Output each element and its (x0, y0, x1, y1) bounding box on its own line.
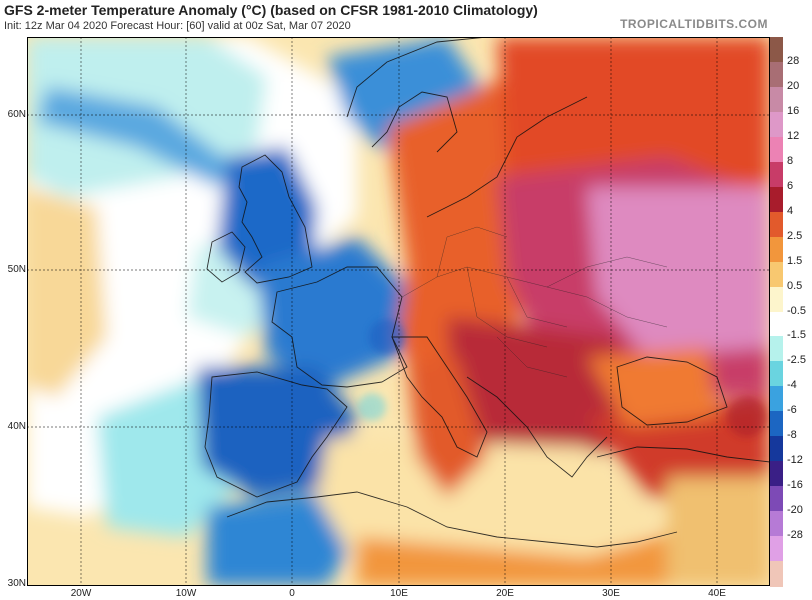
colorbar-label: 8 (787, 154, 794, 167)
colorbar-label: 12 (787, 129, 800, 142)
colorbar-label: -20 (787, 504, 803, 517)
colorbar-cell (770, 111, 783, 138)
colorbar-cell (770, 561, 783, 587)
coastline-balkans (466, 376, 608, 478)
colorbar-label: 0.5 (787, 279, 803, 292)
colorbar-cell (770, 186, 783, 213)
colorbar-cell (770, 86, 783, 113)
watermark: TROPICALTIDBITS.COM (620, 17, 768, 31)
atlantic-blue-streak (37, 87, 237, 187)
colorbar-label: -8 (787, 429, 797, 442)
coastline-black-sea (616, 356, 728, 426)
coastline-turkey (596, 446, 770, 463)
coastline-italy (391, 336, 488, 458)
colorbar-label: 28 (787, 54, 800, 67)
colorbar-cell (770, 336, 783, 362)
colorbar-cell (770, 261, 783, 288)
colorbar-label: -2.5 (787, 354, 806, 367)
lon-label-0: 0 (289, 588, 295, 599)
coastline-uk (238, 154, 313, 284)
lon-label-20w: 20W (70, 588, 92, 599)
colorbar-cell (770, 211, 783, 238)
coastline-scandinavia (346, 37, 488, 153)
colorbar-cell (770, 386, 783, 412)
lon-label-10e: 10E (390, 588, 408, 599)
chart-title: GFS 2-meter Temperature Anomaly (°C) (ba… (4, 2, 538, 18)
north-russia-warm (497, 37, 770, 197)
colorbar-label: -12 (787, 454, 803, 467)
middle-east-warm (667, 477, 770, 586)
iberia-cold (197, 367, 357, 497)
colorbar-label: 4 (787, 204, 794, 217)
coastline-north-africa (226, 491, 678, 548)
black-sea-warm (587, 347, 717, 427)
header: GFS 2-meter Temperature Anomaly (°C) (ba… (0, 0, 812, 36)
colorbar-label: -1.5 (787, 329, 806, 342)
colorbar-label: 16 (787, 104, 800, 117)
lat-label-50n: 50N (7, 264, 26, 275)
forecast-info: Init: 12z Mar 04 2020 Forecast Hour: [60… (4, 20, 351, 32)
lon-label-30e: 30E (602, 588, 620, 599)
colorbar-label: -0.5 (787, 304, 806, 317)
colorbar-label: 2.5 (787, 229, 803, 242)
africa-cold (207, 492, 357, 586)
colorbar-cell (770, 161, 783, 188)
colorbar-cell (770, 286, 783, 313)
lat-label-30n: 30N (7, 578, 26, 589)
colorbar-cell (770, 436, 783, 462)
coastline-iberia (204, 371, 348, 498)
coastline-baltic (426, 96, 588, 218)
lat-label-40n: 40N (7, 421, 26, 432)
ukraine-pink (587, 187, 770, 357)
colorbar-label: -4 (787, 379, 797, 392)
colorbar-label: 20 (787, 79, 800, 92)
sardinia-cold (358, 393, 386, 421)
colorbar: 28 20 16 12 8 6 4 2.5 1.5 0.5 -0.5 -1.5 -2.5 -4 -6 -8 -1… (770, 37, 812, 587)
map-frame (27, 37, 770, 586)
lon-label-40e: 40E (708, 588, 726, 599)
colorbar-cell (770, 311, 783, 338)
colorbar-cell (770, 361, 783, 387)
lat-label-60n: 60N (7, 109, 26, 120)
anomaly-map (27, 37, 770, 586)
caucasus-hot (727, 397, 767, 437)
coastline-france (271, 266, 408, 388)
colorbar-label: -6 (787, 404, 797, 417)
colorbar-cell (770, 37, 783, 63)
colorbar-cell (770, 461, 783, 487)
lon-label-20e: 20E (496, 588, 514, 599)
colorbar-label: 1.5 (787, 254, 803, 267)
colorbar-label: 6 (787, 179, 794, 192)
colorbar-cell (770, 136, 783, 163)
colorbar-cell (770, 536, 783, 562)
lon-label-10w: 10W (175, 588, 197, 599)
coastline-ireland (206, 231, 246, 283)
colorbar-label: -16 (787, 479, 803, 492)
border-network (401, 226, 668, 378)
west-warm-patch (27, 187, 107, 397)
colorbar-label: -28 (787, 529, 803, 542)
colorbar-cell (770, 411, 783, 437)
colorbar-cell (770, 61, 783, 88)
colorbar-cell (770, 486, 783, 512)
colorbar-cell (770, 511, 783, 537)
colorbar-cell (770, 236, 783, 263)
